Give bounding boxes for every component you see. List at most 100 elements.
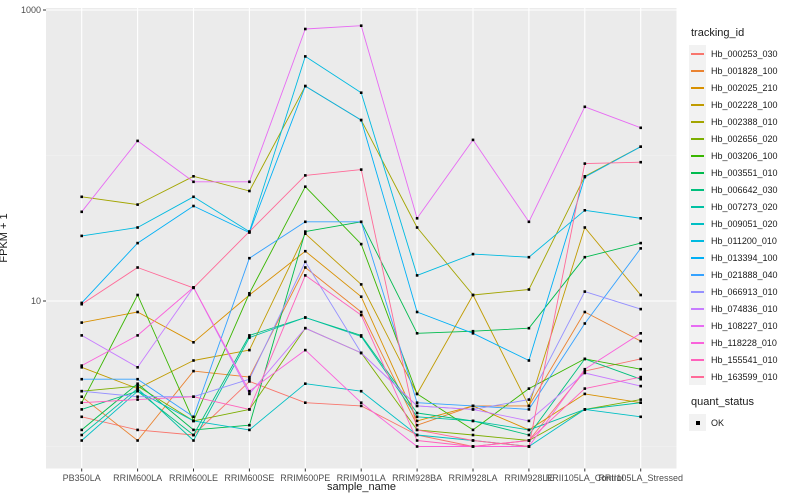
data-point (248, 392, 251, 396)
legend-item-label: Hb_002388_010 (711, 116, 778, 127)
data-point (192, 369, 195, 373)
data-point (527, 255, 531, 259)
legend-title-tracking-id: tracking_id (691, 27, 745, 39)
legend-line-icon (691, 375, 704, 378)
data-point (527, 408, 531, 411)
legend-key-swatch (689, 266, 706, 283)
data-point (359, 351, 363, 355)
data-point (304, 230, 307, 233)
legend: tracking_id Hb_000253_030 Hb_001828_100 Hb… (689, 27, 799, 431)
legend-key-swatch (689, 164, 706, 181)
data-point (80, 366, 83, 369)
data-point (415, 445, 419, 448)
x-tick-label: PB350LA (63, 473, 101, 483)
legend-key-swatch (689, 181, 706, 198)
legend-key-swatch (689, 130, 706, 147)
x-tick-label: RRIM901LA (337, 473, 386, 483)
data-point (415, 415, 419, 419)
legend-item-label: Hb_108227_010 (711, 320, 778, 331)
data-point (639, 398, 642, 401)
legend-line-icon (691, 290, 704, 293)
data-point (527, 359, 531, 362)
x-tick-label: RRIM928LE (504, 473, 553, 483)
data-point (192, 341, 195, 344)
data-point (583, 310, 587, 314)
legend-item-label: Hb_002228_100 (711, 99, 778, 110)
data-point (136, 439, 139, 442)
data-point (415, 392, 419, 396)
legend-item-label: Hb_003206_100 (711, 150, 778, 161)
legend-line-icon (691, 103, 704, 106)
legend-item-label: Hb_163599_010 (711, 371, 778, 382)
data-point (304, 185, 307, 188)
data-point (304, 266, 307, 269)
data-point (248, 348, 251, 352)
data-point (304, 274, 307, 277)
data-point (192, 428, 195, 432)
legend-key-swatch (689, 283, 706, 300)
data-point (527, 387, 531, 390)
data-point (80, 389, 83, 393)
data-point (583, 290, 587, 293)
legend-key-swatch (689, 317, 706, 334)
data-point (248, 380, 251, 383)
x-tick-label: RRIM928LA (448, 473, 497, 483)
data-point (304, 382, 307, 385)
data-point (136, 226, 139, 229)
data-point (359, 313, 363, 317)
legend-item: Hb_007273_020 (689, 198, 799, 215)
data-point (192, 195, 195, 199)
data-point (583, 371, 587, 375)
legend-key-swatch (689, 147, 706, 164)
x-tick-label: RRIM928BA (392, 473, 442, 483)
data-point (415, 310, 419, 314)
data-point (583, 392, 587, 396)
data-point (192, 439, 195, 442)
data-point (583, 369, 587, 373)
legend-line-icon (691, 171, 704, 174)
legend-key-swatch (689, 45, 706, 62)
data-point (415, 423, 419, 427)
data-point (248, 336, 251, 339)
legend-key-swatch (689, 198, 706, 215)
data-point (136, 398, 139, 401)
legend-item: Hb_009051_020 (689, 215, 799, 232)
data-point (359, 404, 363, 408)
data-point (471, 332, 475, 335)
data-point (415, 274, 419, 277)
data-point (136, 366, 139, 369)
data-point (359, 91, 363, 94)
data-point (471, 433, 475, 437)
data-point (304, 232, 307, 235)
data-point (415, 428, 419, 432)
data-point (415, 404, 419, 408)
data-point (192, 359, 195, 362)
x-tick-label: RRIM600LA (113, 473, 162, 483)
x-tick-label: RRII105LA_Stressed (598, 473, 683, 483)
data-point (136, 334, 139, 337)
data-point (359, 335, 363, 338)
data-point (471, 419, 475, 423)
data-point (80, 195, 83, 199)
y-axis-title: FPKM + 1 (0, 213, 10, 263)
data-point (192, 415, 195, 419)
legend-item-label: Hb_155541_010 (711, 354, 778, 365)
legend-item-label: Hb_011200_010 (711, 235, 777, 246)
legend-key-swatch (689, 62, 706, 79)
data-point (248, 189, 251, 193)
legend-item: Hb_066913_010 (689, 283, 799, 300)
data-point (415, 226, 419, 229)
legend-key-swatch (689, 215, 706, 232)
data-point (304, 348, 307, 352)
legend-line-icon (691, 69, 704, 72)
data-point (192, 286, 195, 290)
legend-key-swatch (689, 79, 706, 96)
data-point (359, 118, 363, 122)
data-point (80, 321, 83, 324)
legend-quant-items: OK (689, 414, 799, 431)
data-point (80, 302, 83, 306)
data-point (192, 180, 195, 184)
data-point (527, 428, 531, 432)
data-point (583, 367, 587, 371)
